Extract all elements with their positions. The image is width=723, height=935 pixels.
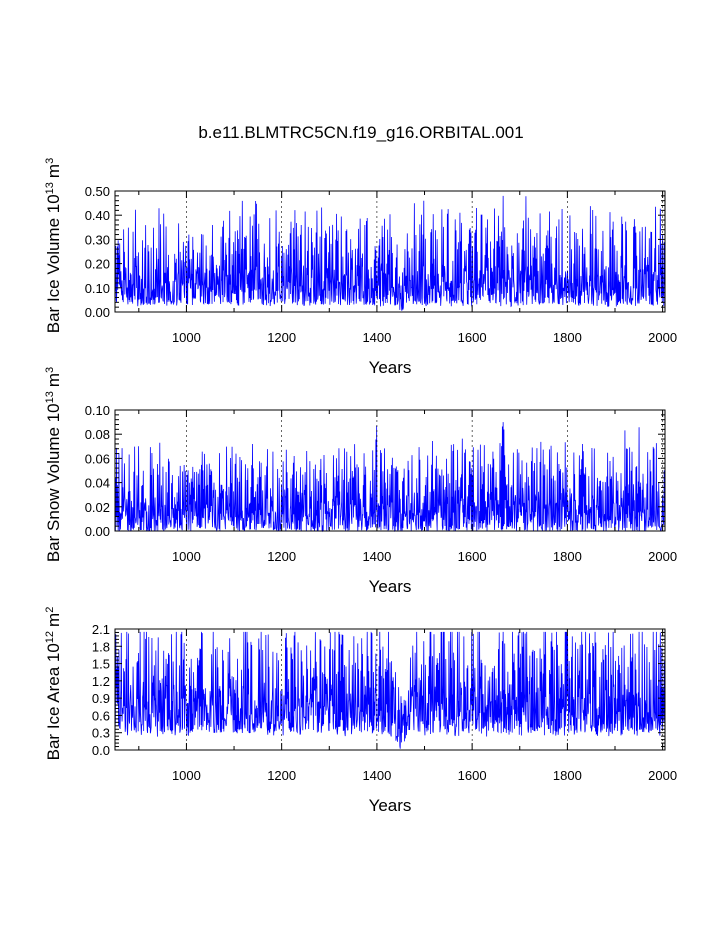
y-axis-label-ice-volume: Bar Ice Volume 1013 m3 — [44, 158, 63, 333]
x-axis-label-snow-volume: Years — [369, 577, 412, 596]
y-label-unit-exp-ice-volume: 3 — [44, 158, 56, 164]
x-tick-label-ice-volume-2000: 2000 — [648, 330, 677, 345]
x-tick-label-ice-area-1600: 1600 — [458, 768, 487, 783]
y-tick-labels-snow-volume: 0.00 0.02 0.04 0.06 0.08 0.10 — [85, 403, 110, 539]
x-axis-label-ice-area: Years — [369, 796, 412, 815]
y-tick-label-ice-volume-0: 0.00 — [85, 305, 110, 320]
y-tick-labels-ice-area: 0.0 0.3 0.6 0.9 1.2 1.5 1.8 2.1 — [92, 622, 110, 758]
ticks-ice-area — [115, 628, 665, 751]
series-ice-volume — [114, 195, 666, 311]
y-tick-label-ice-volume-2: 0.20 — [85, 257, 110, 272]
series-line-ice-volume — [114, 195, 666, 311]
x-tick-label-ice-area-1200: 1200 — [267, 768, 296, 783]
y-tick-label-snow-volume-3: 0.06 — [85, 451, 110, 466]
y-tick-label-ice-area-5: 1.5 — [92, 657, 110, 672]
y-tick-label-ice-volume-4: 0.40 — [85, 208, 110, 223]
chart-title: b.e11.BLMTRC5CN.f19_g16.ORBITAL.001 — [198, 123, 523, 142]
y-axis-label-snow-volume: Bar Snow Volume 1013 m3 — [44, 367, 63, 562]
panel-snow-volume: 1000 1200 1400 1600 1800 2000 0.000.020.040.0… — [44, 367, 677, 596]
y-tick-label-ice-volume-5: 0.50 — [85, 184, 110, 199]
y-label-unit-exp-snow-volume: 3 — [44, 367, 56, 373]
x-tick-labels-ice-area: 1000 1200 1400 1600 1800 2000 — [172, 768, 677, 783]
y-tick-label-ice-area-6: 1.8 — [92, 639, 110, 654]
y-tick-label-snow-volume-2: 0.04 — [85, 476, 110, 491]
x-tick-label-ice-volume-1800: 1800 — [553, 330, 582, 345]
series-line-ice-area — [114, 631, 666, 749]
gridlines-snow-volume — [186, 410, 663, 531]
y-tick-label-ice-area-0: 0.0 — [92, 743, 110, 758]
y-tick-label-ice-area-4: 1.2 — [92, 674, 110, 689]
x-tick-labels-ice-volume: 1000 1200 1400 1600 1800 2000 — [172, 330, 677, 345]
series-ice-area — [114, 631, 666, 749]
x-tick-label-ice-volume-1600: 1600 — [458, 330, 487, 345]
x-tick-label-ice-volume-1200: 1200 — [267, 330, 296, 345]
x-tick-label-snow-volume-1200: 1200 — [267, 549, 296, 564]
y-tick-label-snow-volume-5: 0.10 — [85, 403, 110, 418]
gridlines-ice-volume — [186, 191, 663, 312]
y-label-main-snow-volume: Bar Snow Volume 10 — [44, 403, 63, 562]
x-tick-label-snow-volume-2000: 2000 — [648, 549, 677, 564]
y-label-unit-snow-volume: m — [44, 373, 63, 387]
x-tick-label-ice-area-1000: 1000 — [172, 768, 201, 783]
gridlines-ice-area — [186, 629, 663, 750]
y-tick-label-ice-area-1: 0.3 — [92, 726, 110, 741]
y-label-unit-ice-volume: m — [44, 164, 63, 178]
y-label-unit-ice-area: m — [44, 613, 63, 627]
y-label-unit-exp-ice-area: 2 — [44, 607, 56, 613]
y-label-main-ice-volume: Bar Ice Volume 10 — [44, 194, 63, 333]
y-tick-label-ice-area-2: 0.6 — [92, 708, 110, 723]
panel-ice-area: 1000 1200 1400 1600 1800 2000 0.0 0.3 0.6 0.9 1.2… — [44, 607, 677, 815]
x-tick-label-ice-area-2000: 2000 — [648, 768, 677, 783]
plot-frame-ice-area — [114, 628, 666, 751]
y-tick-label-snow-volume-4: 0.08 — [85, 427, 110, 442]
y-tick-label-ice-area-3: 0.9 — [92, 691, 110, 706]
plot-frame-ice-volume — [114, 190, 666, 313]
x-tick-labels-snow-volume: 1000 1200 1400 1600 1800 2000 — [172, 549, 677, 564]
plot-frame-snow-volume — [114, 409, 666, 532]
y-label-exp-ice-area: 12 — [44, 631, 56, 643]
x-tick-label-snow-volume-1600: 1600 — [458, 549, 487, 564]
x-tick-label-ice-volume-1400: 1400 — [362, 330, 391, 345]
x-tick-label-snow-volume-1800: 1800 — [553, 549, 582, 564]
x-tick-label-ice-area-1400: 1400 — [362, 768, 391, 783]
y-label-main-ice-area: Bar Ice Area 10 — [44, 643, 63, 760]
x-tick-label-ice-volume-1000: 1000 — [172, 330, 201, 345]
y-tick-label-ice-volume-1: 0.10 — [85, 281, 110, 296]
x-axis-label-ice-volume: Years — [369, 358, 412, 377]
y-tick-label-ice-volume-3: 0.30 — [85, 232, 110, 247]
y-axis-label-ice-area: Bar Ice Area 1012 m2 — [44, 607, 63, 761]
x-tick-label-ice-area-1800: 1800 — [553, 768, 582, 783]
y-tick-label-snow-volume-1: 0.02 — [85, 500, 110, 515]
y-tick-label-ice-area-7: 2.1 — [92, 622, 110, 637]
ticks-ice-volume — [115, 190, 665, 313]
panel-ice-volume: 1000 1200 1400 1600 1800 2000 0.00 0.10 0.20 0.3… — [44, 158, 677, 377]
y-tick-labels-ice-volume: 0.00 0.10 0.20 0.30 0.40 0.50 — [85, 184, 110, 320]
series-snow-volume — [114, 422, 666, 533]
series-line-snow-volume — [114, 422, 666, 533]
x-tick-label-snow-volume-1000: 1000 — [172, 549, 201, 564]
y-tick-label-snow-volume-0: 0.00 — [85, 524, 110, 539]
y-label-exp-ice-volume: 13 — [44, 182, 56, 194]
x-tick-label-snow-volume-1400: 1400 — [362, 549, 391, 564]
y-label-exp-snow-volume: 13 — [44, 391, 56, 403]
ticks-snow-volume — [115, 409, 665, 532]
